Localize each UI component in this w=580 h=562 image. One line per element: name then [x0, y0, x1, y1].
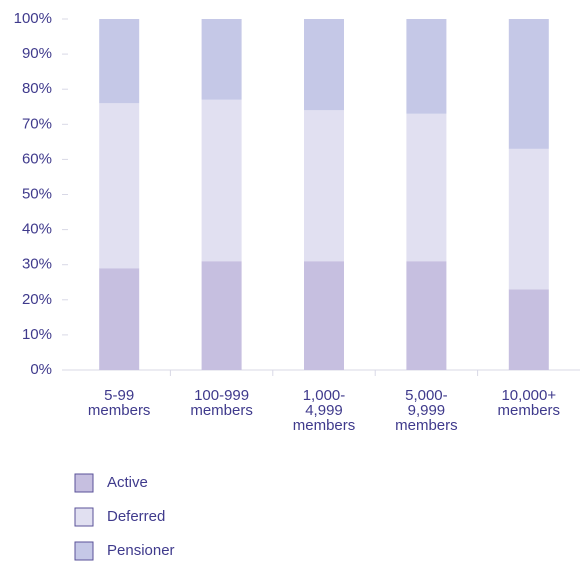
bar-segment [406, 19, 447, 114]
x-tick-label: 1,000-4,999 members [292, 387, 356, 434]
bar-segment [508, 148, 549, 290]
y-tick-label: 20% [22, 291, 52, 308]
y-tick-label: 40% [22, 221, 52, 238]
y-tick-label: 10% [22, 326, 52, 343]
y-tick-label: 30% [22, 256, 52, 273]
bar-segment [406, 261, 447, 370]
bar-segment [304, 261, 344, 370]
y-tick-label: 70% [22, 115, 52, 132]
y-tick-label: 100% [14, 10, 52, 27]
y-tick-label: 80% [22, 80, 52, 97]
x-tick-label: 100-999 members [190, 387, 253, 419]
bar-segment [99, 103, 140, 269]
x-tick-label: 5-99 members [87, 387, 151, 419]
y-tick-label: 60% [22, 150, 52, 167]
y-tick-label: 0% [30, 361, 52, 378]
y-tick-label: 90% [22, 45, 52, 62]
bar-segment [508, 289, 549, 370]
bar-segment [304, 110, 344, 262]
bar-segment [304, 19, 344, 111]
bar-segment [99, 19, 140, 104]
y-tick-label: 50% [22, 185, 52, 202]
x-tick-label: 10,000+ members [497, 387, 561, 419]
legend-swatch [74, 473, 94, 493]
bar-segment [201, 261, 242, 370]
bar-segment [201, 19, 242, 100]
legend-label: Pensioner [107, 542, 175, 559]
legend-swatch [74, 541, 94, 561]
bar-segment [201, 99, 242, 262]
bar-segment [99, 268, 140, 370]
legend-swatch [74, 507, 94, 527]
legend-label: Deferred [107, 508, 165, 525]
bar-segment [406, 113, 447, 262]
legend-label: Active [107, 474, 148, 491]
x-tick-label: 5,000-9,999 members [395, 387, 458, 434]
bar-segment [508, 19, 549, 149]
